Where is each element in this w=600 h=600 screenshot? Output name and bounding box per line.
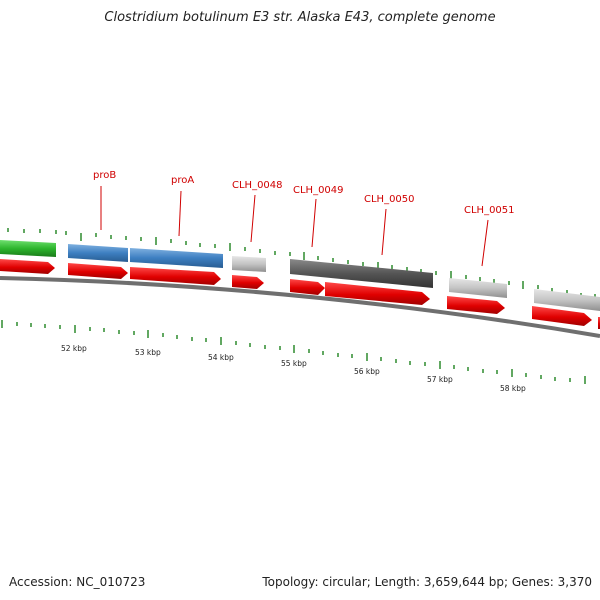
scale-label: 57 kbp bbox=[427, 375, 453, 384]
scale-label: 53 kbp bbox=[135, 348, 161, 357]
gene-label-proB[interactable]: proB bbox=[93, 170, 116, 181]
gene-label-CLH_0051[interactable]: CLH_0051 bbox=[464, 205, 515, 216]
cds-arrow[interactable] bbox=[68, 263, 128, 279]
genome-summary-text: Topology: circular; Length: 3,659,644 bp… bbox=[262, 575, 592, 589]
scale-label: 54 kbp bbox=[208, 353, 234, 362]
feature-green[interactable] bbox=[0, 240, 56, 257]
scale-label: 58 kbp bbox=[500, 384, 526, 393]
feature-track bbox=[0, 240, 600, 311]
scale-tick-row bbox=[1, 320, 586, 384]
cds-arrow[interactable] bbox=[232, 275, 264, 289]
feature-CLH_0048[interactable] bbox=[232, 256, 266, 272]
genome-backbone bbox=[0, 276, 600, 338]
cds-track bbox=[0, 259, 600, 329]
cds-arrow[interactable] bbox=[130, 267, 221, 285]
gene-label-CLH_0048[interactable]: CLH_0048 bbox=[232, 180, 283, 191]
scale-labels: 52 kbp 53 kbp 54 kbp 55 kbp 56 kbp 57 kb… bbox=[61, 344, 526, 393]
feature-gray-right[interactable] bbox=[534, 289, 600, 311]
scale-label: 56 kbp bbox=[354, 367, 380, 376]
feature-proA[interactable] bbox=[130, 248, 223, 268]
gene-labels: proB proA CLH_0048 CLH_0049 CLH_0050 CLH… bbox=[93, 170, 515, 216]
feature-CLH_0049-0050[interactable] bbox=[290, 259, 433, 288]
gene-label-CLH_0049[interactable]: CLH_0049 bbox=[293, 185, 344, 196]
accession-text: Accession: NC_010723 bbox=[9, 575, 146, 589]
cds-arrow[interactable] bbox=[290, 279, 325, 295]
feature-proB[interactable] bbox=[68, 244, 128, 262]
feature-CLH_0051[interactable] bbox=[449, 278, 507, 298]
label-leaders bbox=[100, 186, 489, 267]
scale-label: 52 kbp bbox=[61, 344, 87, 353]
upper-tick-row bbox=[7, 228, 596, 302]
scale-label: 55 kbp bbox=[281, 359, 307, 368]
map-title: Clostridium botulinum E3 str. Alaska E43… bbox=[104, 10, 496, 25]
gene-label-CLH_0050[interactable]: CLH_0050 bbox=[364, 194, 415, 205]
gene-label-proA[interactable]: proA bbox=[171, 175, 194, 186]
cds-arrow[interactable] bbox=[325, 282, 430, 305]
cds-arrow[interactable] bbox=[0, 259, 55, 274]
cds-arrow[interactable] bbox=[447, 296, 505, 314]
cds-arrow[interactable] bbox=[532, 306, 592, 326]
